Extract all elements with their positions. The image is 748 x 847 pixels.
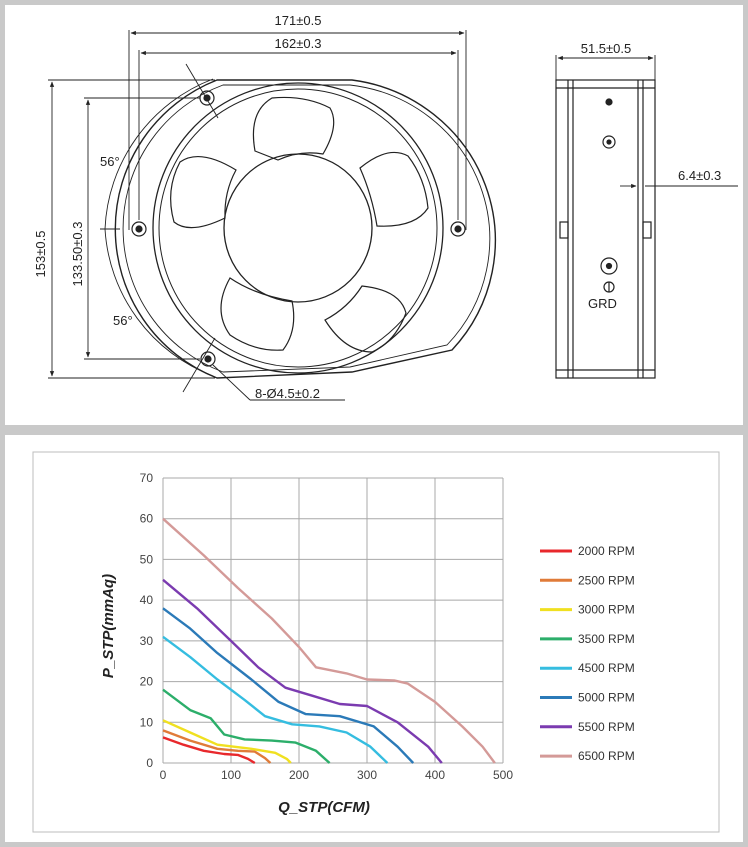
legend-label: 2000 RPM [578,544,635,558]
y-tick-label: 60 [140,512,154,526]
technical-drawing-panel: 171±0.5 162±0.3 153±0.5 133.50±0.3 56° 5… [0,0,748,430]
dim-width-hole: 162±0.3 [275,36,322,51]
dim-holes: 8-Ø4.5±0.2 [255,386,320,401]
x-tick-label: 200 [289,768,309,782]
x-tick-label: 300 [357,768,377,782]
legend-label: 5500 RPM [578,720,635,734]
ground-label: GRD [588,296,617,311]
x-tick-label: 400 [425,768,445,782]
dim-height-outer: 153±0.5 [33,231,48,278]
x-tick-label: 100 [221,768,241,782]
dim-angle-top: 56° [100,154,120,169]
y-tick-label: 0 [146,756,153,770]
chart-frame [32,451,720,833]
series-line-2500-rpm [162,729,272,764]
dim-height-hole: 133.50±0.3 [70,222,85,287]
mounting-holes [131,90,466,367]
legend-label: 2500 RPM [578,573,635,587]
legend-label: 4500 RPM [578,661,635,675]
front-view [114,79,496,379]
dim-flange: 6.4±0.3 [678,168,721,183]
series-line-4500-rpm [162,635,389,764]
pq-curve-chart: 0 100 200 300 400 500 0 10 20 30 40 50 60 70 2000 RPM… [32,451,720,833]
y-tick-label: 40 [140,593,154,607]
fan-drawing: 171±0.5 162±0.3 153±0.5 133.50±0.3 56° 5… [33,13,738,401]
x-tick-label: 500 [493,768,513,782]
series-line-5500-rpm [162,578,443,764]
dim-depth: 51.5±0.5 [581,41,632,56]
y-tick-label: 70 [140,471,154,485]
series-line-5000-rpm [162,607,415,764]
series-line-2000-rpm [162,736,256,765]
x-tick-label: 0 [160,768,167,782]
y-tick-label: 50 [140,552,154,566]
y-tick-label: 30 [140,634,154,648]
dim-angle-bottom: 56° [113,313,133,328]
performance-chart-panel: 0 100 200 300 400 500 0 10 20 30 40 50 60 70 2000 RPM… [0,430,748,847]
dim-width-outer: 171±0.5 [275,13,322,28]
legend-label: 3000 RPM [578,603,635,617]
series-line-6500-rpm [162,517,496,764]
y-axis-title: P_STP(mmAq) [100,574,117,678]
y-tick-label: 20 [140,675,154,689]
side-view [555,79,656,379]
series-line-3000-rpm [162,719,292,764]
series-line-3500-rpm [162,688,331,764]
legend-label: 6500 RPM [578,749,635,763]
x-axis-title: Q_STP(CFM) [278,799,370,816]
legend-label: 5000 RPM [578,691,635,705]
y-tick-label: 10 [140,715,154,729]
legend-label: 3500 RPM [578,632,635,646]
